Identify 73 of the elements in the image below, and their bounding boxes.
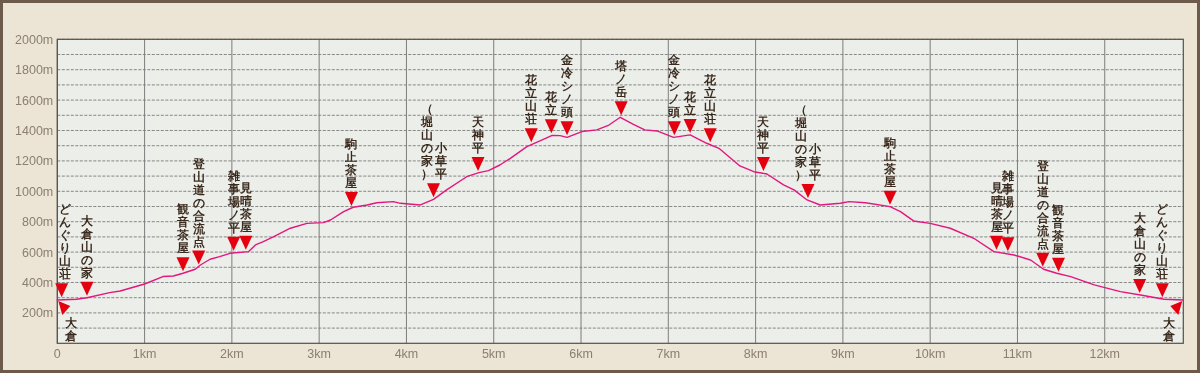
y-tick-label: 1000m xyxy=(15,184,54,199)
x-tick-label: 6km xyxy=(569,347,593,362)
x-tick-label: 12km xyxy=(1089,347,1121,362)
x-tick-label: 1km xyxy=(132,347,157,362)
annotation: 天神平 xyxy=(756,115,770,156)
annotation: 駒止茶屋 xyxy=(344,137,358,206)
annotation: 花立 xyxy=(544,90,558,134)
x-tick-label: 10km xyxy=(914,347,946,362)
x-tick-label: 3km xyxy=(307,347,331,362)
annotation: 大倉 xyxy=(64,316,79,344)
y-tick-label: 400m xyxy=(22,276,54,290)
annotation: 見晴茶屋 xyxy=(238,180,252,234)
annotation: どんぐり山荘 xyxy=(1155,202,1169,298)
annotation: どんぐり山荘 xyxy=(1155,202,1170,282)
y-tick-label: 1400m xyxy=(15,124,54,138)
annotation: 大倉山の家 xyxy=(1132,211,1147,278)
annotation: 駒止茶屋 xyxy=(883,135,897,189)
y-tick-label: 1200m xyxy=(15,154,54,169)
annotation: 金冷シノ頭 xyxy=(560,53,575,120)
annotation: 花立 xyxy=(683,90,698,118)
y-tick-label: 1800m xyxy=(15,63,54,78)
annotation: 観音茶屋 xyxy=(1052,202,1065,272)
annotation: 大倉 xyxy=(58,301,78,344)
annotation: （堀山の家） xyxy=(794,103,807,183)
x-tick-label: 0 xyxy=(53,347,61,362)
y-tick-label: 2000m xyxy=(15,32,54,47)
annotation: 登山道の合流点 xyxy=(1036,158,1050,267)
x-tick-label: 5km xyxy=(481,347,506,362)
annotation: 天神平 xyxy=(471,115,485,172)
annotation: 観音茶屋 xyxy=(176,202,190,272)
annotation: 大倉山の家 xyxy=(1133,211,1147,293)
annotation: 駒止茶屋 xyxy=(883,135,897,205)
annotation: 塔ノ岳 xyxy=(614,59,628,116)
y-tick-label: 800m xyxy=(22,215,54,230)
annotation: 天神平 xyxy=(756,115,770,172)
annotation: 観音茶屋 xyxy=(1051,202,1065,256)
x-tick-label: 8km xyxy=(743,347,768,362)
annotation: 大倉 xyxy=(1162,316,1177,344)
annotation: 花立山荘 xyxy=(524,73,538,143)
annotation: 花立 xyxy=(683,90,697,133)
annotation: 天神平 xyxy=(471,115,485,156)
annotation: 金冷シノ頭 xyxy=(667,53,681,136)
x-tick-label: 2km xyxy=(220,347,244,362)
x-tick-label: 11km xyxy=(1002,347,1033,362)
annotation: 雑事場ノ平 xyxy=(227,169,241,251)
annotation: 花立 xyxy=(544,90,559,118)
y-tick-label: 1600m xyxy=(15,93,54,108)
x-tick-label: 7km xyxy=(656,347,681,362)
annotation: 小草平 xyxy=(807,142,822,183)
annotation: 花立山荘 xyxy=(703,73,718,127)
annotation: 金冷シノ頭 xyxy=(667,53,682,120)
annotation: 登山道の合流点 xyxy=(191,156,206,249)
annotation: 見晴茶屋 xyxy=(239,180,253,250)
annotation: 雑事場ノ平 xyxy=(226,168,240,235)
annotation: 小草平 xyxy=(433,141,448,182)
x-tick-label: 9km xyxy=(831,347,855,362)
annotation: 登山道の合流点 xyxy=(1035,158,1050,251)
annotation: 大倉山の家 xyxy=(80,213,94,296)
y-tick-label: 200m xyxy=(22,306,54,321)
annotation: 花立山荘 xyxy=(524,73,539,127)
annotation: 駒止茶屋 xyxy=(344,137,358,191)
annotation: 塔ノ岳 xyxy=(614,59,629,100)
annotation: 花立山荘 xyxy=(703,73,717,143)
y-tick-label: 600m xyxy=(22,245,54,260)
annotation: 観音茶屋 xyxy=(175,202,189,256)
annotation: （堀山の家） xyxy=(420,102,433,182)
annotation: 大倉山の家 xyxy=(79,213,94,280)
annotation: 金冷シノ頭 xyxy=(560,53,574,136)
x-tick-label: 4km xyxy=(394,347,419,362)
annotation: 登山道の合流点 xyxy=(192,156,206,265)
annotation: 大倉 xyxy=(1163,301,1183,344)
annotation: どんぐり山荘 xyxy=(55,202,71,298)
annotation: どんぐり山荘 xyxy=(57,202,72,282)
